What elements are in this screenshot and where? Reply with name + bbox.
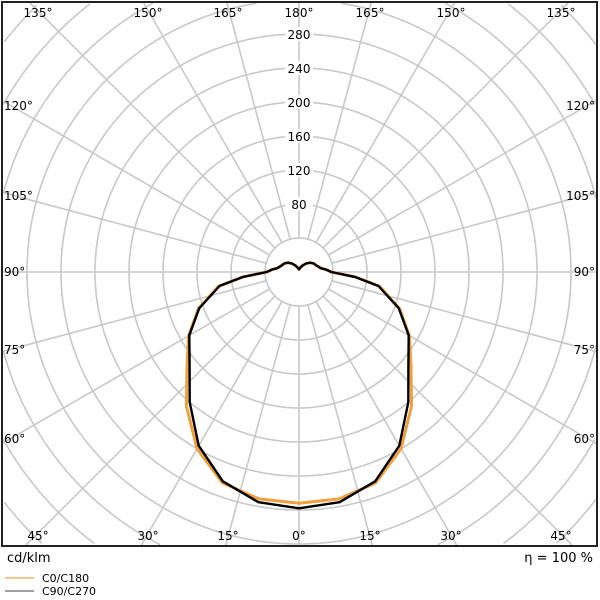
tick-label-bg: [285, 61, 313, 75]
radial-grid-line: [2, 100, 270, 256]
radial-tick-labels: 80 120 160 200 240 280: [285, 27, 313, 212]
angle-label: 75°: [4, 343, 25, 357]
curve-c90-c270: [188, 261, 410, 510]
radial-grid-line: [225, 304, 291, 546]
angle-label: 0°: [292, 529, 306, 543]
angle-label: 150°: [437, 6, 466, 20]
angle-label: 15°: [217, 529, 238, 543]
radial-grid-line: [25, 295, 276, 546]
angle-label: 120°: [4, 99, 33, 113]
angle-label: 165°: [356, 6, 385, 20]
angle-label: 45°: [550, 529, 571, 543]
ring-grid-line: [2, 3, 596, 545]
radial-grid-line: [322, 295, 573, 546]
angle-label: 105°: [4, 189, 33, 203]
angle-label: 90°: [574, 265, 595, 279]
angle-label: 150°: [134, 6, 163, 20]
radial-grid-line: [322, 2, 569, 249]
radial-grid-line: [142, 2, 283, 243]
ring-grid-line: [3, 4, 597, 544]
polar-grid: [2, 2, 597, 546]
angle-label: 120°: [566, 99, 595, 113]
tick-label-bg: [285, 163, 313, 177]
ring-grid-line: [2, 2, 597, 546]
angle-label: 135°: [547, 6, 576, 20]
angle-label: 45°: [27, 529, 48, 543]
angle-label: 105°: [566, 189, 595, 203]
radial-grid-line: [307, 304, 373, 546]
angle-label: 135°: [24, 6, 53, 20]
angle-label: 75°: [574, 343, 595, 357]
angle-label: 90°: [4, 265, 25, 279]
angle-labels: 135° 150° 165° 180° 165° 150° 135° 45° 30° 15° 0° 1…: [4, 6, 595, 543]
plot-frame: [1, 1, 598, 547]
radial-tick-label: 280: [288, 28, 311, 42]
angle-label: 30°: [137, 529, 158, 543]
legend-label-c0: C0/C180: [42, 572, 89, 585]
ring-grid-line: [264, 237, 334, 307]
angle-label: 180°: [285, 6, 314, 20]
angle-label: 165°: [214, 6, 243, 20]
angle-label: 60°: [574, 432, 595, 446]
radial-grid-line: [226, 2, 291, 240]
radial-grid-line: [140, 301, 283, 546]
radial-tick-label: 160: [288, 130, 311, 144]
radial-grid-line: [328, 99, 597, 256]
efficiency-label: η = 100 %: [524, 551, 593, 566]
radial-grid-line: [315, 301, 458, 546]
intensity-curves: [184, 261, 414, 510]
angle-label: 60°: [4, 432, 25, 446]
angle-label: 15°: [359, 529, 380, 543]
unit-label: cd/klm: [7, 551, 51, 566]
legend-label-c90: C90/C270: [42, 585, 96, 598]
radial-grid-line: [29, 2, 276, 249]
angle-label: 30°: [440, 529, 461, 543]
tick-label-bg: [285, 197, 313, 211]
radial-tick-label: 240: [288, 62, 311, 76]
radial-tick-label: 80: [291, 198, 306, 212]
tick-label-bg: [285, 95, 313, 109]
tick-label-bg: [285, 27, 313, 41]
radial-grid-line: [307, 2, 372, 240]
radial-tick-label: 200: [288, 96, 311, 110]
radial-tick-label: 120: [288, 164, 311, 178]
ring-grid-line: [26, 2, 572, 545]
legend: C0/C180 C90/C270: [5, 572, 96, 598]
radial-grid-line: [315, 2, 456, 243]
tick-label-bg: [285, 129, 313, 143]
radial-grid-line: [328, 288, 597, 445]
radial-grid-line: [2, 288, 270, 444]
